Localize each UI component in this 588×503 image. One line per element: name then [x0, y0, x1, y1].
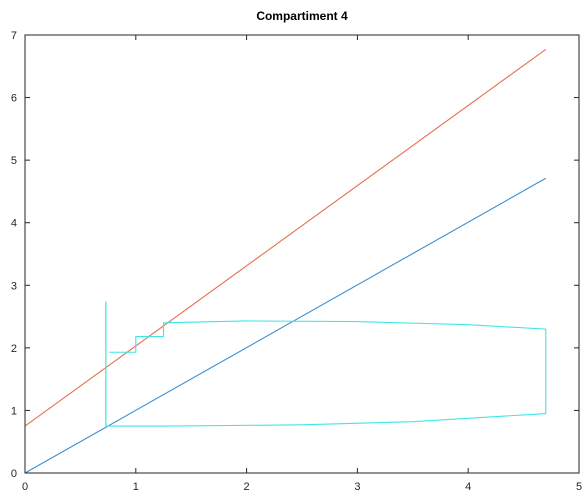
- x-tick-label-5: 5: [576, 481, 582, 493]
- series-line-4: [105, 301, 547, 427]
- x-tick-label-4: 4: [465, 481, 471, 493]
- axes-frame: [24, 34, 580, 474]
- series-line-2: [24, 177, 547, 474]
- y-tick-label-0: 0: [11, 468, 17, 480]
- tick-layer: 0 1 2 3 4 5 0 1 2 3 4 5 6 7: [11, 30, 582, 493]
- x-tick-label-3: 3: [354, 481, 360, 493]
- chart-title: Compartiment 4: [256, 9, 348, 23]
- series-line-1: [24, 48, 547, 427]
- y-tick-label-5: 5: [11, 155, 17, 167]
- series-layer: [24, 48, 547, 474]
- y-tick-label-6: 6: [11, 93, 17, 105]
- x-tick-label-0: 0: [22, 481, 28, 493]
- x-tick-label-1: 1: [133, 481, 139, 493]
- x-tick-label-2: 2: [244, 481, 250, 493]
- y-tick-label-3: 3: [11, 280, 17, 292]
- y-tick-label-2: 2: [11, 343, 17, 355]
- y-tick-label-4: 4: [11, 218, 17, 230]
- y-tick-label-1: 1: [11, 405, 17, 417]
- y-tick-label-7: 7: [11, 30, 17, 42]
